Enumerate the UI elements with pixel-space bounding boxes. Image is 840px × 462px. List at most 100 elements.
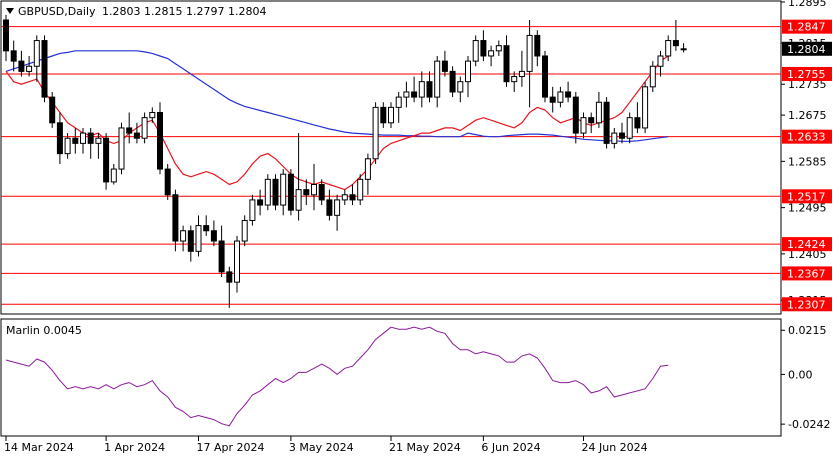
time-tick-label: 6 Jun 2024 [481, 441, 540, 454]
candle-body [49, 96, 56, 124]
candle-body [357, 178, 364, 201]
candle-body [619, 132, 625, 139]
symbol-label[interactable]: GBPUSD,Daily [18, 5, 96, 18]
candle-body [187, 230, 194, 252]
horizontal-levels [1, 26, 781, 305]
candle-body [495, 45, 502, 52]
candle-body [218, 240, 225, 273]
candle-body [657, 55, 664, 67]
candle-body [203, 225, 210, 232]
level-price-tag-label: 1.2367 [787, 267, 826, 280]
candle-body [672, 40, 679, 47]
price-tick-label: 1.2495 [788, 202, 827, 215]
indicator-tick-label: 0.0215 [788, 324, 827, 337]
level-price-tag-label: 1.2307 [787, 298, 826, 311]
candle-body [403, 91, 410, 98]
candle-body [287, 173, 294, 211]
candle-body [318, 183, 325, 201]
candle-body [26, 65, 33, 72]
indicator-tick-label: 0.00 [788, 368, 813, 381]
oscillator [5, 326, 669, 427]
candle-body [10, 50, 17, 62]
candle-body [257, 199, 264, 206]
level-price-tag-label: 1.2755 [787, 68, 826, 81]
indicator-pane-frame [0, 318, 782, 437]
moving-averages [5, 50, 669, 191]
candle-body [572, 96, 579, 134]
candle-body [549, 96, 556, 103]
time-tick-label: 3 May 2024 [289, 441, 354, 454]
candle-body [542, 55, 548, 98]
symbol-dropdown-icon[interactable] [6, 8, 14, 14]
level-price-tag [782, 66, 832, 81]
candle-body [103, 137, 110, 183]
candle-body [234, 240, 240, 283]
candle-body [426, 81, 433, 98]
candle-body [72, 137, 79, 144]
candle-body [118, 127, 125, 170]
candle-body [133, 132, 140, 139]
level-price-tag [782, 19, 832, 34]
candle-body [180, 230, 187, 242]
candle-body [449, 70, 456, 93]
candle-body [465, 60, 471, 83]
candle-body [526, 34, 533, 72]
price-tags: 1.2847 1.2755 1.2633 1.2517 1.2424 1.2367 1.23… [782, 19, 832, 312]
time-axis: 14 Mar 2024 1 Apr 2024 17 Apr 2024 3 May 20… [4, 436, 648, 454]
fast-moving-average-line [5, 55, 669, 191]
candle-body [195, 225, 202, 252]
candle-body [149, 112, 156, 119]
candle-body [33, 40, 40, 67]
candle-body [157, 112, 163, 170]
candle-body [588, 117, 595, 124]
candle-body [665, 40, 672, 57]
candle-body [226, 271, 233, 283]
candle-body [388, 106, 394, 124]
time-tick-label: 1 Apr 2024 [104, 441, 165, 454]
time-tick-label: 24 Jun 2024 [582, 441, 648, 454]
price-tick-label: 1.2895 [788, 0, 827, 9]
candle-body [264, 178, 271, 206]
candle-body [87, 132, 94, 144]
time-tick-label: 21 May 2024 [389, 441, 461, 454]
time-tick-label: 17 Apr 2024 [197, 441, 265, 454]
candle-body [80, 132, 86, 144]
candle-body [326, 199, 333, 216]
candle-body [457, 81, 464, 93]
candle-body [595, 101, 602, 124]
candle-body [210, 230, 217, 242]
candle-body [565, 91, 572, 98]
level-price-tag [782, 266, 832, 281]
candle-body [126, 127, 133, 134]
candle-body [64, 137, 71, 155]
candle-body [418, 81, 425, 98]
candle-body [311, 183, 317, 196]
indicator-tick-label: -0.0242 [788, 418, 830, 431]
candle-body [580, 117, 587, 134]
candle-body [3, 19, 9, 52]
current-price-tag [782, 41, 832, 56]
candle-body [18, 60, 25, 72]
indicator-label: Marlin 0.0045 [6, 324, 82, 337]
candle-body [172, 194, 179, 242]
candle-body [303, 189, 310, 196]
candle-body [395, 96, 402, 108]
candle-body [603, 101, 610, 144]
candle-body [518, 70, 525, 78]
candle-body [295, 189, 302, 211]
candle-body [110, 168, 117, 183]
candle-body [372, 106, 379, 160]
candle-body [241, 219, 248, 242]
candle-body [511, 76, 518, 83]
candle-body [249, 199, 256, 221]
level-price-tag-label: 1.2633 [787, 131, 826, 144]
candle-body [534, 34, 541, 57]
candle-body [349, 194, 356, 201]
level-price-tag [782, 189, 832, 204]
marlin-oscillator-line [5, 326, 669, 427]
candle-body [503, 45, 510, 83]
candle-body [488, 50, 495, 57]
candle-body [642, 86, 649, 129]
